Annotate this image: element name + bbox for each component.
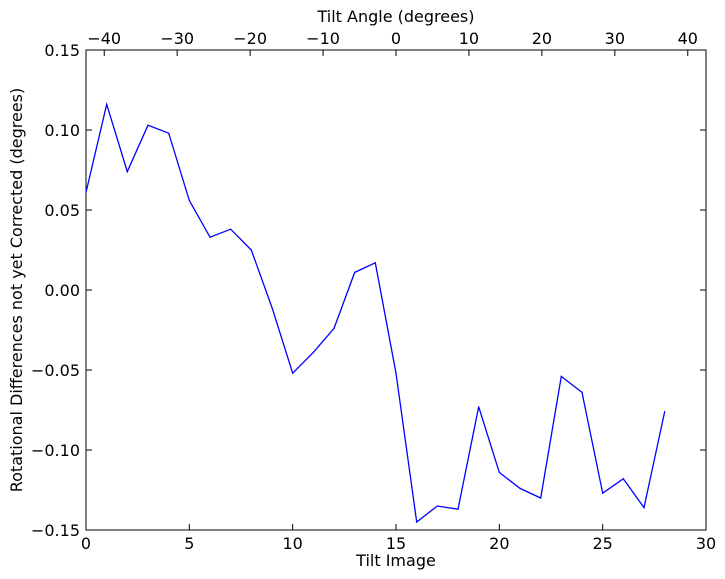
top-x-tick-label: −30 xyxy=(160,29,194,48)
data-point xyxy=(106,103,108,105)
data-point xyxy=(147,124,149,126)
y-tick-label: −0.10 xyxy=(31,441,80,460)
top-x-tick-label: 10 xyxy=(459,29,479,48)
y-tick-label: 0.05 xyxy=(44,201,80,220)
top-x-tick-label: −20 xyxy=(233,29,267,48)
data-point xyxy=(519,487,521,489)
y-tick-label: 0.15 xyxy=(44,41,80,60)
data-point xyxy=(374,262,376,264)
data-point xyxy=(560,375,562,377)
top-x-tick-label: 0 xyxy=(391,29,401,48)
data-point xyxy=(498,471,500,473)
data-point xyxy=(168,132,170,134)
data-point xyxy=(271,307,273,309)
y-tick-label: −0.15 xyxy=(31,521,80,540)
data-point xyxy=(457,508,459,510)
top-x-tick-label: −40 xyxy=(87,29,121,48)
data-point xyxy=(230,228,232,230)
data-point xyxy=(209,236,211,238)
data-point xyxy=(540,497,542,499)
y-tick-label: 0.00 xyxy=(44,281,80,300)
data-point xyxy=(643,507,645,509)
x-tick-label: 10 xyxy=(282,534,302,553)
x-tick-label: 25 xyxy=(592,534,612,553)
data-point xyxy=(250,249,252,251)
top-x-tick-label: 40 xyxy=(678,29,698,48)
data-point xyxy=(333,327,335,329)
x-tick-label: 0 xyxy=(81,534,91,553)
data-point xyxy=(354,271,356,273)
top-x-tick-label: −10 xyxy=(306,29,340,48)
x-tick-label: 5 xyxy=(184,534,194,553)
y-axis-ticks: −0.15 −0.10 −0.05 0.00 0.05 0.10 0.15 xyxy=(31,41,706,540)
top-x-tick-label: 20 xyxy=(532,29,552,48)
top-x-axis-label: Tilt Angle (degrees) xyxy=(316,7,474,26)
data-point xyxy=(581,391,583,393)
data-point xyxy=(188,199,190,201)
x-axis-label: Tilt Image xyxy=(355,551,436,570)
x-tick-label: 30 xyxy=(696,534,716,553)
data-point xyxy=(395,372,397,374)
data-point xyxy=(85,191,87,193)
top-x-tick-label: 30 xyxy=(605,29,625,48)
data-point xyxy=(126,171,128,173)
x-axis-ticks: 0 5 10 15 20 25 30 xyxy=(81,524,716,553)
top-x-axis-ticks: −40 −30 −20 −10 0 10 20 30 40 xyxy=(87,29,698,56)
data-point xyxy=(664,411,666,413)
data-point xyxy=(436,505,438,507)
data-point xyxy=(602,492,604,494)
data-point xyxy=(478,406,480,408)
data-point xyxy=(622,478,624,480)
data-point xyxy=(292,372,294,374)
data-point xyxy=(416,521,418,523)
y-tick-label: 0.10 xyxy=(44,121,80,140)
series-group xyxy=(85,101,666,524)
x-tick-label: 20 xyxy=(489,534,509,553)
y-tick-label: −0.05 xyxy=(31,361,80,380)
x-tick-label: 15 xyxy=(386,534,406,553)
y-axis-label: Rotational Differences not yet Corrected… xyxy=(7,88,26,493)
plot-area-frame xyxy=(85,49,707,531)
data-point xyxy=(312,351,314,353)
